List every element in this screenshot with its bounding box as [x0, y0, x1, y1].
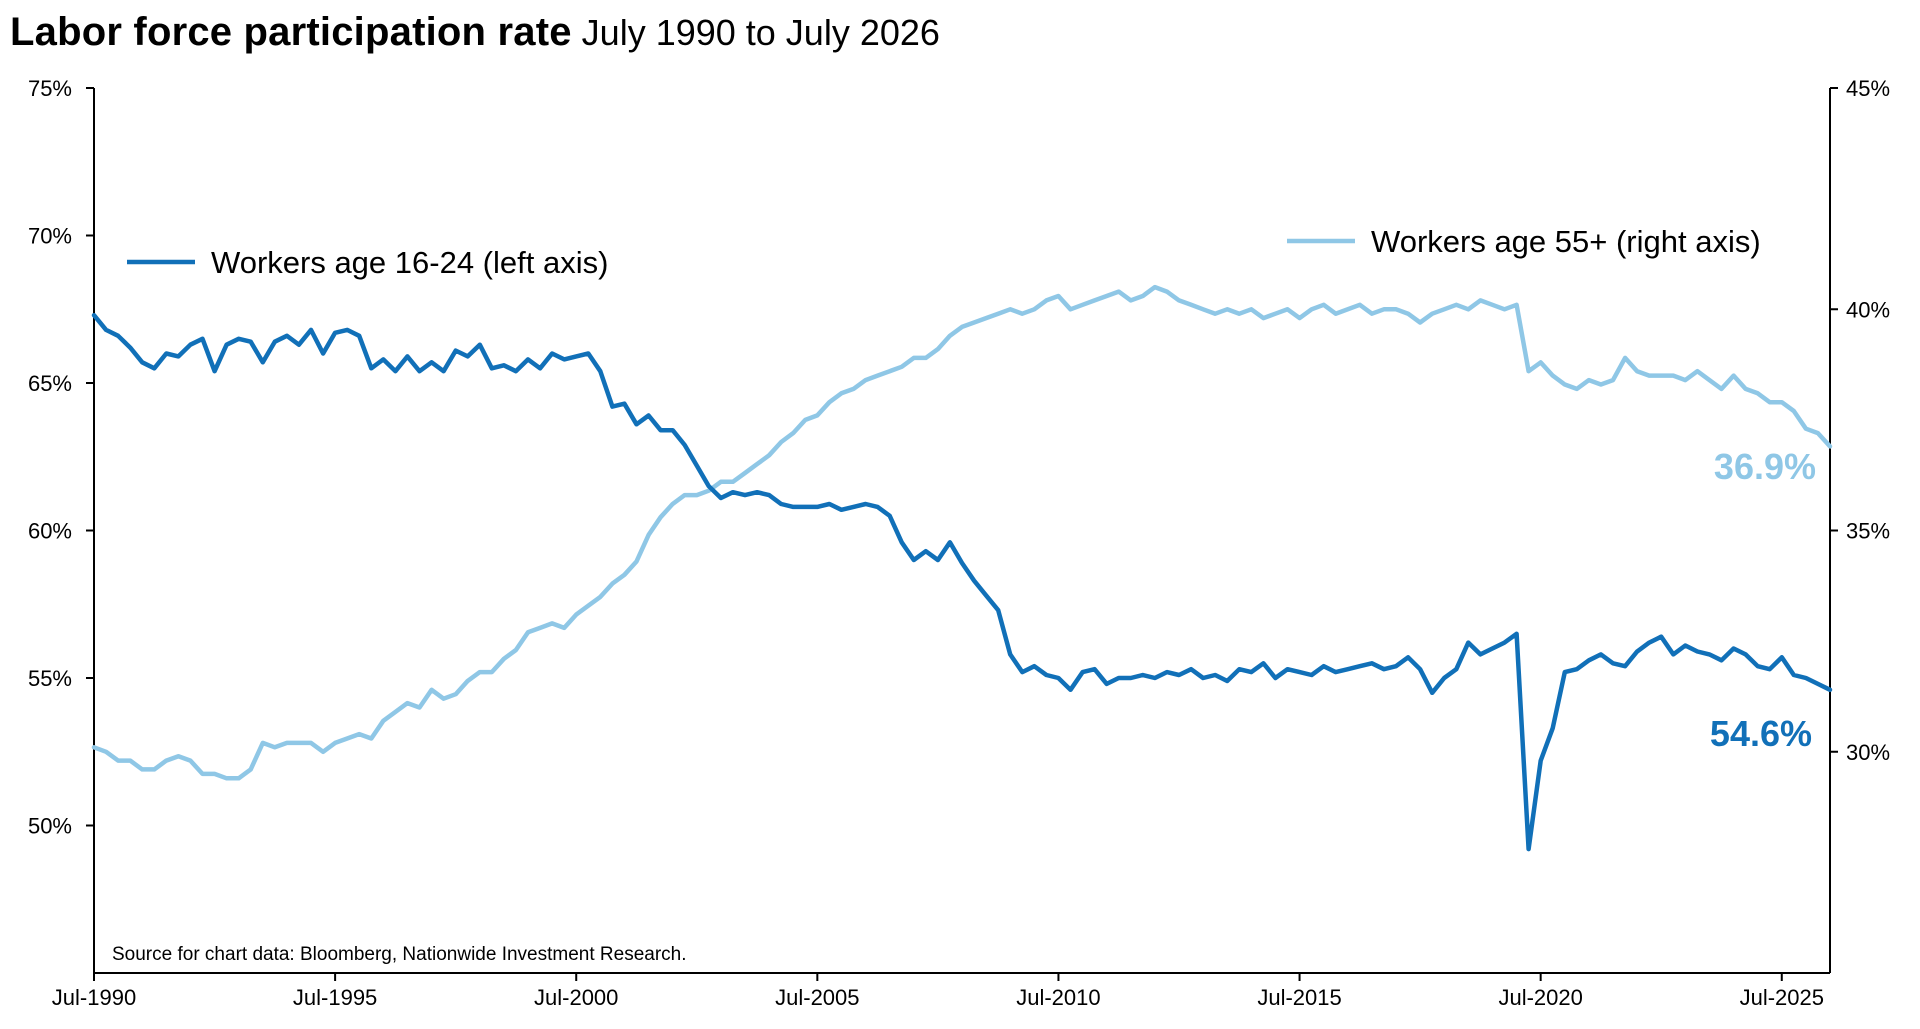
left-tick-label: 55%: [28, 666, 72, 691]
right-tick-label: 45%: [1846, 76, 1890, 101]
left-tick-label: 65%: [28, 371, 72, 396]
legend-label-age-16-24: Workers age 16-24 (left axis): [211, 245, 608, 280]
chart-title: Labor force participation rate: [10, 10, 572, 54]
legend: Workers age 16-24 (left axis) Workers age…: [127, 224, 1761, 280]
series-line-age-55-plus: [91, 284, 1833, 781]
left-tick-label: 60%: [28, 519, 72, 544]
right-tick-label: 30%: [1846, 740, 1890, 765]
x-tick-label: Jul-2020: [1498, 985, 1582, 1010]
source-note: Source for chart data: Bloomberg, Nation…: [112, 944, 687, 965]
right-axis-ticks: 45% 40% 35% 30%: [1830, 76, 1890, 765]
left-tick-label: 75%: [28, 76, 72, 101]
end-label-age-16-24: 54.6%: [1710, 713, 1812, 754]
x-tick-label: Jul-1990: [52, 985, 136, 1010]
series-line-age-16-24: [91, 312, 1833, 852]
x-tick-label: Jul-2025: [1740, 985, 1824, 1010]
x-tick-label: Jul-1995: [293, 985, 377, 1010]
series-lines: [91, 284, 1833, 852]
left-tick-label: 50%: [28, 814, 72, 839]
end-label-age-55-plus: 36.9%: [1714, 446, 1816, 487]
end-labels: 54.6% 36.9%: [1710, 446, 1816, 754]
chart-axes: [93, 88, 1831, 974]
right-tick-label: 35%: [1846, 519, 1890, 544]
legend-label-age-55-plus: Workers age 55+ (right axis): [1371, 224, 1761, 259]
right-tick-label: 40%: [1846, 297, 1890, 322]
left-tick-label: 70%: [28, 224, 72, 249]
chart-title-row: Labor force participation rate July 1990 …: [10, 10, 940, 55]
x-tick-label: Jul-2010: [1016, 985, 1100, 1010]
chart-subtitle: July 1990 to July 2026: [581, 12, 940, 53]
x-tick-label: Jul-2000: [534, 985, 618, 1010]
x-tick-label: Jul-2015: [1257, 985, 1341, 1010]
x-axis-ticks: Jul-1990 Jul-1995 Jul-2000 Jul-2005 Jul-2010…: [52, 973, 1824, 1010]
left-axis-ticks: 75% 70% 65% 60% 55% 50%: [28, 76, 94, 839]
x-tick-label: Jul-2005: [775, 985, 859, 1010]
